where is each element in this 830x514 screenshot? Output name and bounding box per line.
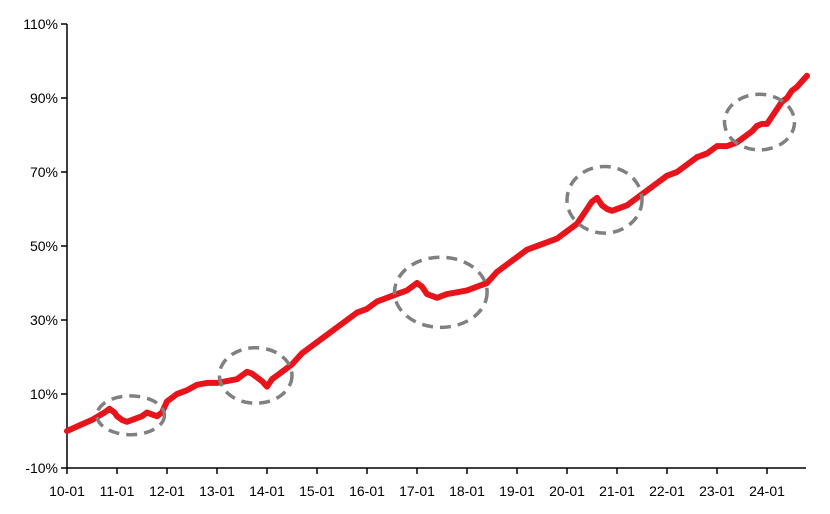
x-tick-label: 16-01 — [349, 483, 385, 499]
x-tick-label: 21-01 — [599, 483, 635, 499]
x-tick-label: 14-01 — [249, 483, 285, 499]
y-tick-label: 50% — [30, 238, 58, 254]
y-tick-label: 110% — [23, 16, 58, 32]
x-tick-label: 17-01 — [399, 483, 435, 499]
x-tick-label: 10-01 — [49, 483, 85, 499]
x-tick-label: 11-01 — [100, 483, 135, 499]
series-line — [64, 72, 810, 434]
highlight-layer — [95, 92, 797, 437]
x-tick-label: 23-01 — [699, 483, 735, 499]
y-tick-label: 30% — [30, 312, 58, 328]
y-tick-label: -10% — [25, 460, 58, 476]
x-axis: 10-01 11-01 12-01 13-01 14-01 15-01 16-01 17-01… — [49, 467, 806, 499]
x-tick-label: 22-01 — [649, 483, 685, 499]
x-tick-label: 19-01 — [499, 483, 535, 499]
x-tick-label: 13-01 — [199, 483, 235, 499]
highlight-ellipse — [392, 255, 489, 330]
highlight-ellipse — [722, 92, 797, 152]
x-tick-label: 24-01 — [749, 483, 785, 499]
y-tick-label: 70% — [30, 164, 58, 180]
highlight-ellipse — [217, 345, 294, 406]
y-axis: -10% 10% 30% 50% 70% 90% 110% — [23, 16, 68, 476]
y-tick-label: 90% — [30, 90, 58, 106]
x-tick-label: 20-01 — [549, 483, 585, 499]
x-tick-label: 18-01 — [449, 483, 485, 499]
series-layer — [64, 72, 810, 434]
highlight-ellipse — [565, 164, 644, 235]
x-tick-label: 15-01 — [299, 483, 335, 499]
highlight-ellipse — [95, 394, 167, 437]
y-tick-label: 10% — [30, 386, 58, 402]
x-tick-label: 12-01 — [149, 483, 185, 499]
